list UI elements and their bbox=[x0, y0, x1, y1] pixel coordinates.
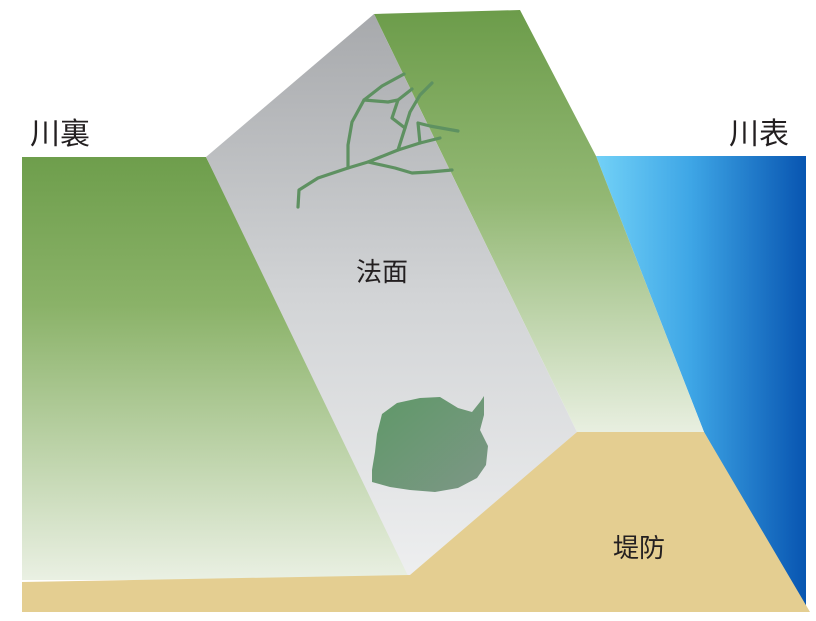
levee-label: 堤防 bbox=[613, 534, 665, 564]
landside-label: 川裏 bbox=[30, 117, 90, 152]
crack-lines bbox=[296, 72, 460, 209]
riverside-label: 川表 bbox=[729, 117, 789, 152]
levee-grass-surface bbox=[374, 10, 704, 432]
levee-core bbox=[22, 432, 810, 612]
landside-ground bbox=[22, 157, 420, 580]
slope-face-label: 法面 bbox=[356, 258, 408, 288]
erosion-patch bbox=[372, 396, 488, 492]
river-water bbox=[596, 156, 806, 612]
